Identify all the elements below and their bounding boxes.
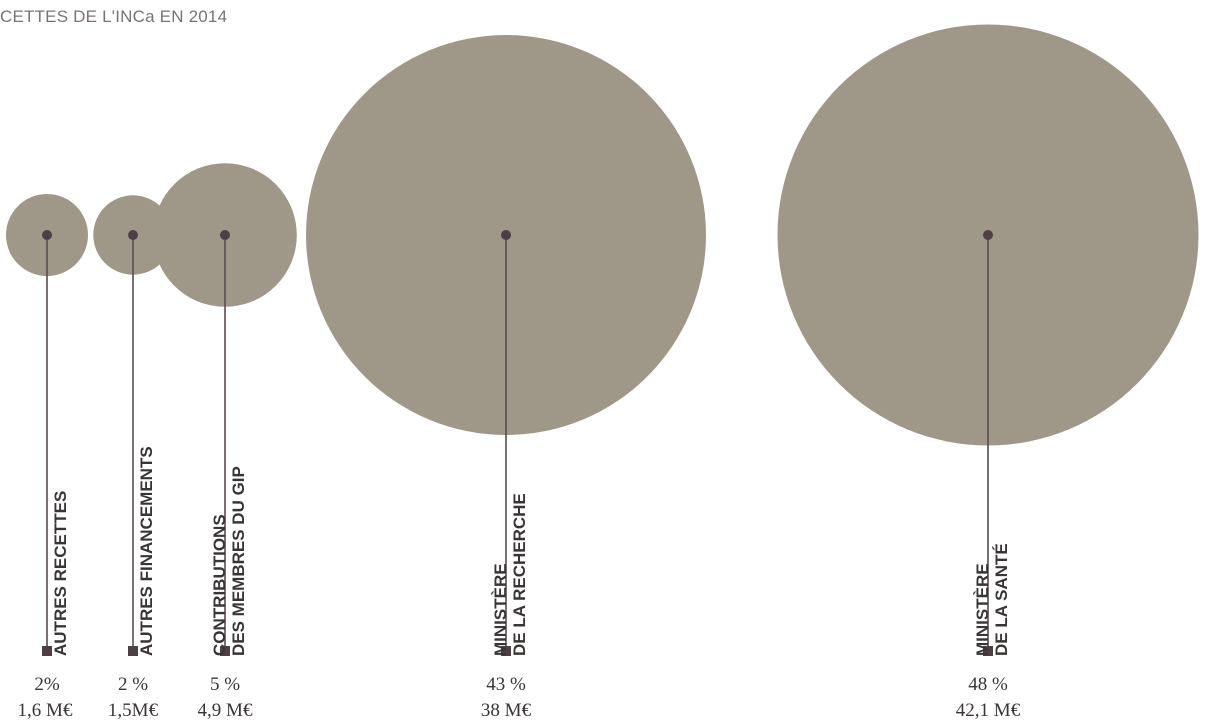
category-label-0-0: AUTRES RECETTES <box>51 491 70 656</box>
labels-layer: AUTRES RECETTES 2% 1,6 M€ AUTRES FINANCEMEN… <box>18 446 1021 721</box>
base-marker-1 <box>128 646 138 656</box>
percent-label-3: 43 % <box>486 674 526 695</box>
amount-label-4: 42,1 M€ <box>956 700 1021 721</box>
category-label-3-1: DE LA RECHERCHE <box>510 493 529 656</box>
percent-label-1: 2 % <box>118 674 148 695</box>
center-dot-1 <box>128 230 138 240</box>
category-label-1-0: AUTRES FINANCEMENTS <box>137 446 156 656</box>
center-dot-0 <box>42 230 52 240</box>
percent-label-4: 48 % <box>968 674 1008 695</box>
center-dot-4 <box>983 230 993 240</box>
base-marker-3 <box>501 646 511 656</box>
category-label-3-0: MINISTÈRE <box>491 563 510 656</box>
category-label-4-0: MINISTÈRE <box>973 563 992 656</box>
amount-label-1: 1,5M€ <box>108 700 159 721</box>
bubbles-layer <box>6 24 1199 446</box>
center-dot-2 <box>220 230 230 240</box>
stems-layer <box>42 230 993 656</box>
category-label-4-1: DE LA SANTÉ <box>992 543 1011 656</box>
base-marker-4 <box>983 646 993 656</box>
category-label-2-1: DES MEMBRES DU GIP <box>229 466 248 656</box>
center-dot-3 <box>501 230 511 240</box>
amount-label-2: 4,9 M€ <box>198 700 253 721</box>
percent-label-0: 2% <box>34 674 60 695</box>
base-marker-2 <box>220 646 230 656</box>
percent-label-2: 5 % <box>210 674 240 695</box>
category-label-2-0: CONTRIBUTIONS <box>210 514 229 656</box>
chart-title: CETTES DE L'INCa EN 2014 <box>0 7 228 26</box>
amount-label-0: 1,6 M€ <box>18 700 73 721</box>
base-marker-0 <box>42 646 52 656</box>
amount-label-3: 38 M€ <box>481 700 532 721</box>
